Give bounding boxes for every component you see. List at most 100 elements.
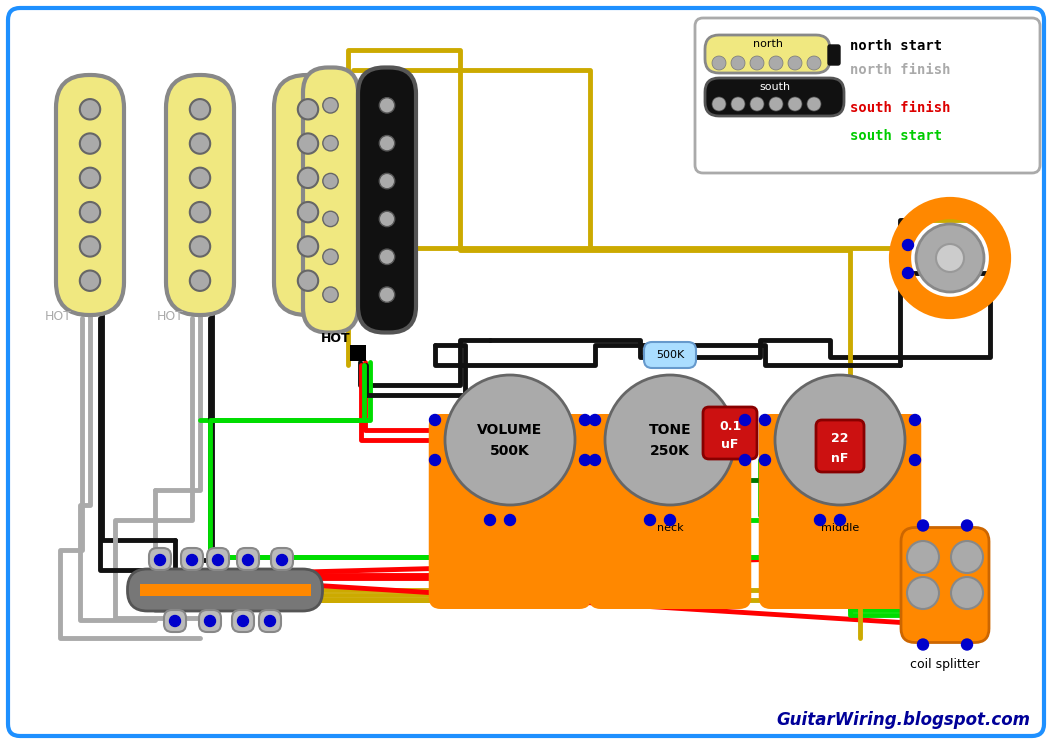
Circle shape [80,237,100,257]
FancyBboxPatch shape [695,18,1040,173]
Circle shape [740,414,750,426]
FancyBboxPatch shape [828,45,839,65]
Circle shape [485,515,495,525]
Text: uF: uF [722,438,739,452]
Circle shape [243,554,254,565]
Circle shape [80,99,100,120]
Circle shape [903,268,913,278]
Circle shape [712,97,726,111]
Circle shape [323,211,338,227]
Circle shape [323,249,338,264]
Text: GuitarWiring.blogspot.com: GuitarWiring.blogspot.com [776,711,1030,729]
Circle shape [189,202,210,222]
FancyBboxPatch shape [303,68,358,333]
Circle shape [760,414,770,426]
Circle shape [238,615,248,626]
Circle shape [189,167,210,188]
Circle shape [917,520,929,531]
FancyBboxPatch shape [237,548,259,570]
Circle shape [429,414,441,426]
Text: north finish: north finish [850,63,951,77]
Circle shape [80,167,100,188]
Circle shape [505,515,515,525]
Text: south start: south start [850,129,943,143]
Circle shape [645,515,655,525]
Text: north start: north start [850,39,943,53]
Circle shape [189,133,210,154]
FancyBboxPatch shape [705,78,844,116]
Circle shape [189,237,210,257]
Circle shape [951,541,983,573]
Text: north: north [752,39,783,49]
FancyBboxPatch shape [589,414,751,609]
Text: 500K: 500K [490,444,530,458]
Circle shape [277,554,287,565]
Circle shape [916,224,984,292]
Circle shape [380,249,394,264]
FancyBboxPatch shape [166,75,234,315]
Text: coil splitter: coil splitter [910,658,979,671]
Text: middle: middle [821,523,859,533]
FancyBboxPatch shape [758,414,922,609]
Bar [140,584,310,596]
Circle shape [186,554,198,565]
Circle shape [750,56,764,70]
FancyBboxPatch shape [164,610,186,632]
Circle shape [775,375,905,505]
FancyBboxPatch shape [705,35,830,73]
Text: nF: nF [831,452,849,464]
Circle shape [936,244,964,272]
Circle shape [769,56,783,70]
Circle shape [80,271,100,291]
Text: VOLUME: VOLUME [478,423,543,437]
Circle shape [962,520,972,531]
FancyBboxPatch shape [149,548,171,570]
Circle shape [731,97,745,111]
Circle shape [903,240,913,251]
Text: 500K: 500K [655,350,684,360]
Circle shape [213,554,223,565]
Circle shape [917,639,929,650]
Circle shape [910,455,920,466]
Text: south finish: south finish [850,101,951,115]
Circle shape [951,577,983,609]
Circle shape [80,133,100,154]
Text: HOT: HOT [157,310,183,324]
Circle shape [962,639,972,650]
Text: 250K: 250K [650,444,690,458]
Bar [350,345,366,361]
Circle shape [907,577,939,609]
Text: TONE: TONE [649,423,691,437]
Text: 22: 22 [831,432,849,446]
Circle shape [580,455,590,466]
Circle shape [740,455,750,466]
Circle shape [807,97,821,111]
FancyBboxPatch shape [207,548,229,570]
Circle shape [80,202,100,222]
Circle shape [814,515,826,525]
FancyBboxPatch shape [271,548,294,570]
Circle shape [298,271,318,291]
Circle shape [750,97,764,111]
FancyBboxPatch shape [232,610,254,632]
FancyBboxPatch shape [901,527,989,643]
Circle shape [189,271,210,291]
FancyBboxPatch shape [127,569,323,611]
FancyBboxPatch shape [429,414,591,609]
Circle shape [380,97,394,113]
Circle shape [769,97,783,111]
Circle shape [445,375,575,505]
Circle shape [323,173,338,189]
Circle shape [807,56,821,70]
Circle shape [169,615,181,626]
Circle shape [298,167,318,188]
Circle shape [589,455,601,466]
Circle shape [323,287,338,302]
Text: HOT: HOT [44,310,72,324]
FancyBboxPatch shape [644,342,696,368]
FancyBboxPatch shape [199,610,221,632]
Circle shape [298,202,318,222]
Circle shape [907,541,939,573]
Circle shape [204,615,216,626]
FancyBboxPatch shape [181,548,203,570]
